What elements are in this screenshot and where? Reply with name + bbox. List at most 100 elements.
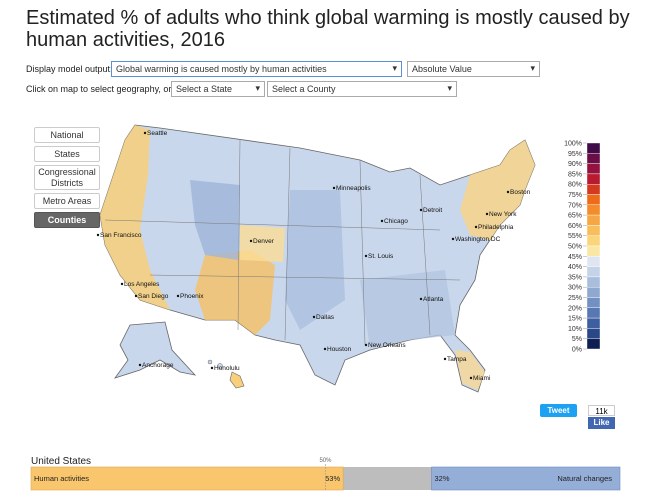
- like-button[interactable]: Like: [588, 417, 615, 429]
- legend-label: 45%: [568, 254, 582, 261]
- city-label: New Orleans: [368, 342, 406, 349]
- state-line: [149, 274, 461, 281]
- geo-button[interactable]: Congressional Districts: [34, 165, 100, 190]
- legend: 100% 95% 90% 85% 80% 75% 70% 65% 60% 55% 50% 45% 40%…: [564, 141, 601, 354]
- city-dot: [443, 357, 447, 361]
- state-line: [359, 159, 366, 346]
- remainder-bar: [343, 467, 432, 490]
- geo-button[interactable]: National: [34, 127, 100, 143]
- legend-swatch: [586, 235, 601, 247]
- legend-swatch: [586, 328, 601, 339]
- city-dot: [469, 376, 473, 380]
- city-dot: [134, 294, 138, 298]
- city-dot: [474, 225, 478, 229]
- city-dot: [485, 212, 489, 216]
- hawaii: [207, 359, 213, 365]
- city-label: Chicago: [384, 218, 408, 225]
- city-labels: Seattle San Francisco Los Angeles San Di…: [96, 130, 531, 382]
- output-select[interactable]: Global warming is caused mostly by human…: [111, 61, 402, 77]
- geo-button[interactable]: States: [34, 146, 100, 162]
- city-label: Honolulu: [214, 365, 240, 372]
- legend-swatch: [586, 142, 601, 154]
- legend-label: 80%: [568, 182, 582, 189]
- legend-swatch: [586, 297, 601, 309]
- legend-swatch: [586, 194, 601, 206]
- city-dot: [364, 343, 368, 347]
- city-label: Seattle: [147, 130, 168, 137]
- city-dot: [138, 363, 142, 367]
- region-colorado: [240, 225, 285, 262]
- value-select[interactable]: Absolute Value: [407, 61, 540, 77]
- city-dot: [419, 297, 423, 301]
- city-dot: [419, 208, 423, 212]
- bar: [431, 466, 621, 491]
- bar-name: Human activities: [34, 474, 89, 483]
- city-label: Minneapolis: [336, 185, 371, 192]
- city-label: Atlanta: [423, 296, 444, 303]
- bar: [30, 466, 344, 491]
- legend-label: 20%: [568, 305, 582, 312]
- region-southwest: [195, 250, 275, 335]
- city-dot: [143, 131, 147, 135]
- city-dot: [323, 347, 327, 351]
- legend-label: 0%: [572, 347, 582, 354]
- city-label: Boston: [510, 189, 531, 196]
- legend-label: 30%: [568, 285, 582, 292]
- hawaii: [217, 363, 223, 369]
- city-label: San Diego: [138, 293, 169, 300]
- region-mountain: [190, 180, 240, 260]
- geo-button[interactable]: Metro Areas: [34, 193, 100, 209]
- legend-label: 15%: [568, 316, 582, 323]
- city-label: San Francisco: [100, 232, 142, 239]
- legend-swatch: [586, 338, 601, 350]
- legend-label: 100%: [564, 141, 582, 148]
- region-florida: [455, 350, 485, 390]
- legend-swatch: [586, 307, 601, 319]
- city-label: Washington DC: [455, 236, 501, 243]
- tweet-button[interactable]: Tweet: [540, 404, 577, 417]
- state-select[interactable]: Select a State: [171, 81, 265, 97]
- summary-title: United States: [31, 456, 92, 467]
- midpoint-label: 50%: [319, 458, 332, 464]
- legend-label: 95%: [568, 151, 582, 158]
- state-line: [419, 174, 431, 336]
- county-select[interactable]: Select a County: [267, 81, 457, 97]
- city-dot: [176, 294, 180, 298]
- city-label: Los Angeles: [124, 281, 160, 288]
- city-dot: [210, 366, 214, 370]
- map: [99, 124, 536, 393]
- geo-button[interactable]: Counties: [34, 212, 100, 228]
- hawaii: [229, 371, 245, 389]
- legend-label: 75%: [568, 192, 582, 199]
- summary-bar: Human activities 53% 32% Natural changes 50%: [30, 458, 621, 491]
- legend-label: 65%: [568, 213, 582, 220]
- city-label: Tampa: [447, 356, 467, 363]
- city-label: Denver: [253, 238, 275, 245]
- legend-swatch: [586, 163, 601, 175]
- legend-label: 35%: [568, 274, 582, 281]
- legend-swatch: [586, 266, 601, 278]
- city-label: New York: [489, 211, 517, 218]
- legend-swatch: [586, 256, 601, 267]
- legend-swatch: [586, 317, 601, 329]
- alaska: [113, 321, 197, 379]
- state-line: [104, 219, 441, 231]
- city-label: Anchorage: [142, 362, 174, 369]
- city-label: Phoenix: [180, 293, 204, 300]
- city-dot: [451, 237, 455, 241]
- title: Estimated % of adults who think global w…: [26, 7, 630, 51]
- legend-label: 90%: [568, 161, 582, 168]
- legend-label: 5%: [572, 336, 582, 343]
- city-dot: [249, 239, 253, 243]
- state-line: [284, 147, 291, 341]
- city-dot: [380, 219, 384, 223]
- region-west-coast: [100, 125, 170, 310]
- bar-label: 32%: [435, 474, 450, 483]
- city-dot: [506, 190, 510, 194]
- legend-label: 70%: [568, 202, 582, 209]
- city-label: Houston: [327, 346, 352, 353]
- legend-swatch: [586, 204, 601, 216]
- city-dot: [364, 254, 368, 258]
